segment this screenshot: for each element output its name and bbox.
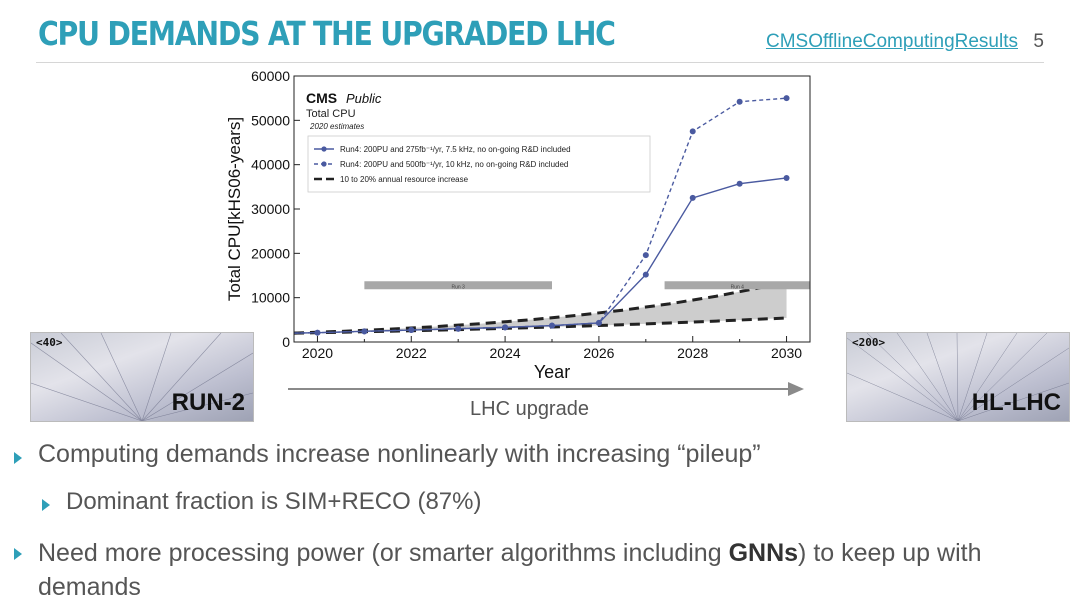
bullet-text: Need more processing power (or smarter a… (38, 536, 1054, 604)
chart-brand: CMS (306, 90, 337, 106)
data-point (642, 271, 649, 278)
bullet-marker-icon (14, 548, 22, 560)
bullet-processing-power: Need more processing power (or smarter a… (14, 536, 1054, 604)
data-point (736, 98, 743, 105)
chart-subtitle: 2020 estimates (309, 122, 364, 131)
data-point (736, 180, 743, 187)
y-axis-label: Total CPU[kHS06-years] (225, 117, 244, 301)
bullet-marker-icon (42, 499, 50, 511)
y-tick-label: 30000 (251, 201, 290, 217)
x-tick-label: 2028 (677, 345, 708, 361)
band-upper-line (293, 280, 787, 335)
bullet-text-pre: Need more processing power (or smarter a… (38, 539, 729, 567)
legend-label: 10 to 20% annual resource increase (340, 175, 469, 184)
data-point (689, 194, 696, 201)
hllhc-tracks-graphic (847, 333, 1069, 421)
run2-event-image: <40> RUN-2 (30, 332, 254, 422)
y-tick-label: 10000 (251, 290, 290, 306)
run2-pileup-label: <40> (36, 336, 63, 349)
series-line (293, 97, 787, 334)
cpu-chart: Run 3 Run 4 0 10000 20000 30000 40000 50000 6000… (225, 68, 811, 382)
bullet-sim-reco: Dominant fraction is SIM+RECO (87%) (42, 488, 481, 516)
y-tick-label: 50000 (251, 112, 290, 128)
run-period-bar (364, 281, 552, 290)
data-point (502, 324, 509, 331)
bullet-text: Computing demands increase nonlinearly w… (38, 440, 761, 468)
run-period-label: Run 4 (731, 284, 745, 290)
y-tick-label: 40000 (251, 157, 290, 173)
y-tick-label: 20000 (251, 245, 290, 261)
x-tick-label: 2020 (302, 345, 333, 361)
x-axis-label: Year (534, 362, 570, 382)
y-tick-label: 0 (282, 334, 290, 350)
legend-marker (321, 161, 327, 167)
legend-box (307, 135, 651, 193)
page-number: 5 (1033, 31, 1044, 52)
upgrade-arrow (288, 382, 804, 396)
run2-label: RUN-2 (171, 389, 245, 416)
run2-tracks-graphic (31, 333, 253, 421)
data-point (783, 95, 790, 102)
data-point (642, 252, 649, 259)
data-point (595, 319, 602, 326)
x-tick-label: 2030 (771, 345, 802, 361)
bullet-text: Dominant fraction is SIM+RECO (87%) (66, 488, 482, 515)
hllhc-pileup-label: <200> (852, 336, 886, 349)
data-point (689, 128, 696, 135)
title-divider (36, 62, 1044, 63)
chart-brand-suffix: Public (346, 91, 382, 106)
data-point (455, 325, 462, 332)
data-point (549, 322, 555, 329)
run-period-bar (664, 281, 810, 290)
bullet-marker-icon (14, 452, 22, 464)
chart-title: Total CPU (306, 108, 356, 120)
x-tick-label: 2024 (490, 345, 521, 361)
bullet-text-post: ) to keep up with demands (38, 539, 982, 601)
source-link[interactable]: CMSOfflineComputingResults (765, 31, 1018, 52)
data-point (314, 329, 321, 336)
y-tick-label: 60000 (251, 68, 290, 84)
legend-label: Run4: 200PU and 275fb⁻¹/yr, 7.5 kHz, no … (340, 145, 571, 154)
resource-band (294, 281, 787, 334)
data-point (361, 328, 368, 335)
data-point (783, 174, 790, 181)
bullet-computing-demands: Computing demands increase nonlinearly w… (14, 440, 1054, 469)
x-tick-label: 2022 (396, 345, 427, 361)
x-tick-label: 2026 (583, 345, 614, 361)
legend-label: Run4: 200PU and 500fb⁻¹/yr, 10 kHz, no o… (340, 160, 568, 169)
upgrade-label: LHC upgrade (470, 398, 589, 420)
slide-title: CPU DEMANDS AT THE UPGRADED LHC (38, 14, 616, 53)
run-period-label: Run 3 (452, 284, 466, 290)
bullet-text-bold: GNNs (728, 539, 799, 567)
data-point (408, 327, 415, 334)
hllhc-label: HL-LHC (971, 389, 1061, 416)
legend-marker (321, 146, 327, 152)
hllhc-event-image: <200> HL-LHC (846, 332, 1070, 422)
